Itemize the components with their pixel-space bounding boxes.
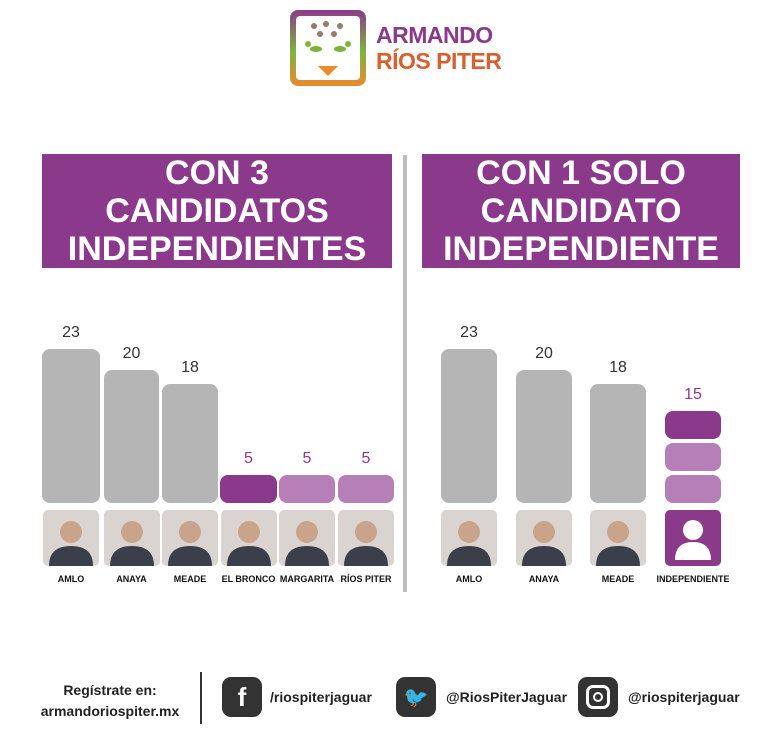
data-label: 23 bbox=[460, 324, 478, 341]
category-label: MARGARITA bbox=[279, 574, 335, 584]
data-label: 20 bbox=[122, 345, 141, 362]
data-label: 15 bbox=[684, 386, 702, 403]
logo-line1: ARMANDO bbox=[376, 22, 493, 48]
bar bbox=[162, 384, 218, 503]
register-label: Regístrate en: bbox=[63, 682, 157, 698]
category-label: INDEPENDIENTE bbox=[656, 574, 730, 584]
candidate-photo bbox=[441, 510, 497, 566]
category-label: ANAYA bbox=[116, 574, 147, 584]
facebook-icon[interactable]: f bbox=[222, 677, 262, 717]
bar-segment bbox=[665, 443, 721, 471]
candidate-photo bbox=[162, 510, 218, 566]
bar bbox=[441, 349, 497, 503]
data-label: 5 bbox=[302, 450, 312, 467]
instagram-handle[interactable]: @riospiterjaguar bbox=[628, 689, 740, 705]
bar bbox=[516, 370, 572, 503]
candidate-photo bbox=[516, 510, 572, 566]
bar bbox=[220, 475, 277, 503]
footer-divider bbox=[200, 672, 202, 724]
candidate-photo bbox=[338, 510, 394, 566]
category-label: RÍOS PITER bbox=[340, 574, 392, 584]
data-label: 5 bbox=[244, 450, 253, 467]
category-label: MEADE bbox=[601, 574, 635, 584]
chart-title-left: CON 3 CANDIDATOS INDEPENDIENTES bbox=[42, 154, 392, 268]
chart-title-right: CON 1 SOLO CANDIDATO INDEPENDIENTE bbox=[422, 154, 740, 268]
candidate-photo bbox=[43, 510, 99, 566]
candidate-photo bbox=[103, 510, 160, 566]
website-link[interactable]: armandoriospiter.mx bbox=[40, 703, 180, 719]
category-label: AMLO bbox=[57, 574, 85, 584]
data-label: 20 bbox=[535, 345, 553, 362]
bar-segment bbox=[665, 411, 721, 439]
logo-text: ARMANDO RÍOS PITER bbox=[376, 22, 502, 74]
divider bbox=[403, 155, 407, 592]
twitter-icon[interactable]: 🐦 bbox=[396, 677, 436, 717]
data-label: 18 bbox=[609, 359, 627, 376]
logo-line2: RÍOS PITER bbox=[376, 48, 502, 74]
data-label: 18 bbox=[181, 359, 199, 376]
category-label: ANAYA bbox=[528, 574, 560, 584]
data-label: 5 bbox=[361, 450, 371, 467]
facebook-handle[interactable]: /riospiterjaguar bbox=[270, 689, 372, 705]
person-icon bbox=[665, 510, 721, 566]
register-block: Regístrate en: armandoriospiter.mx bbox=[30, 680, 190, 722]
data-label: 23 bbox=[62, 324, 80, 341]
bar bbox=[338, 475, 394, 503]
jaguar-logo bbox=[290, 10, 366, 86]
bar bbox=[279, 475, 335, 503]
candidate-photo bbox=[590, 510, 646, 566]
candidate-photo bbox=[279, 510, 335, 566]
bar-segment bbox=[665, 475, 721, 503]
bar bbox=[104, 370, 159, 503]
candidate-photo bbox=[220, 510, 277, 566]
bar bbox=[42, 349, 100, 503]
instagram-icon[interactable] bbox=[578, 677, 618, 717]
category-label: EL BRONCO bbox=[221, 574, 276, 584]
bar bbox=[590, 384, 646, 503]
category-label: AMLO bbox=[455, 574, 483, 584]
category-label: MEADE bbox=[173, 574, 207, 584]
twitter-handle[interactable]: @RiosPiterJaguar bbox=[446, 689, 568, 705]
